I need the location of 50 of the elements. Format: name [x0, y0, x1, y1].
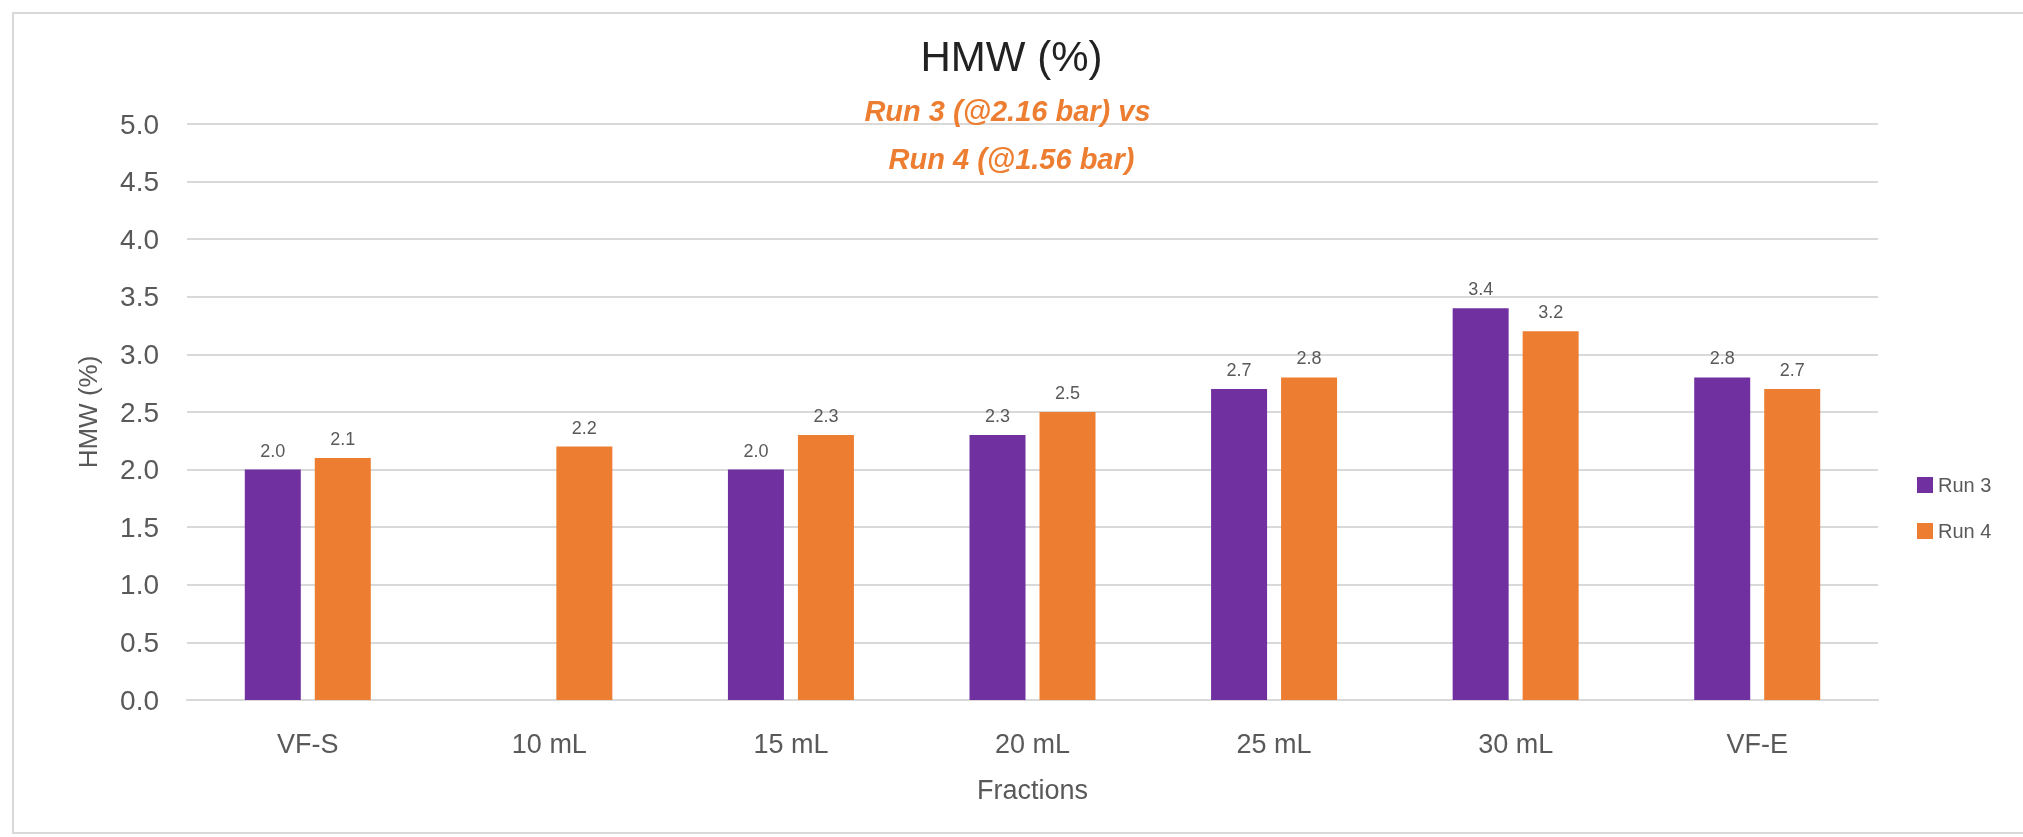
data-label: 2.3: [984, 406, 1011, 427]
y-tick-label: 2.0: [120, 454, 159, 486]
data-label: 2.1: [330, 429, 356, 450]
data-label: 2.0: [743, 440, 769, 461]
x-tick-label: VF-S: [277, 728, 339, 759]
y-axis-title: HMW (%): [73, 355, 103, 469]
y-tick-label: 2.5: [120, 396, 159, 428]
chart-subtitle: Run 3 (@2.16 bar) vs Run 4 (@1.56 bar): [864, 95, 1159, 175]
x-tick-label: 30 mL: [1478, 728, 1554, 759]
bar: [1522, 331, 1579, 700]
bar: [727, 469, 784, 700]
x-tick-label: 25 mL: [1236, 728, 1312, 759]
data-label: 2.2: [571, 417, 597, 438]
legend-label: Run 4: [1938, 520, 1992, 542]
bar: [1694, 377, 1751, 700]
data-label: 3.2: [1538, 302, 1564, 323]
data-label: 2.7: [1226, 359, 1252, 380]
bar: [1039, 412, 1096, 700]
data-label: 3.4: [1468, 279, 1494, 300]
y-tick-label: 4.0: [120, 223, 159, 255]
y-tick-label: 5.0: [120, 108, 159, 140]
legend-label: Run 3: [1938, 474, 1992, 496]
bar: [314, 458, 371, 700]
y-tick-label: 1.0: [120, 569, 159, 601]
data-label: 2.0: [260, 440, 286, 461]
chart-title: HMW (%): [920, 32, 1103, 80]
x-tick-label: 10 mL: [511, 728, 587, 759]
x-axis-title: Fractions: [976, 774, 1089, 805]
data-label: 2.8: [1296, 348, 1322, 369]
data-label: 2.3: [813, 406, 839, 427]
y-tick-label: 3.5: [120, 281, 159, 313]
bar: [1211, 388, 1268, 700]
bar: [244, 469, 301, 700]
y-tick-label: 0.0: [120, 684, 159, 716]
data-label: 2.8: [1709, 348, 1735, 369]
x-tick-label: 20 mL: [994, 728, 1071, 759]
data-label: 2.7: [1779, 359, 1805, 380]
y-tick-label: 0.5: [120, 626, 159, 658]
bar: [1452, 308, 1509, 700]
x-tick-label: 15 mL: [753, 728, 829, 759]
y-tick-label: 3.0: [120, 338, 159, 370]
bar: [1281, 377, 1338, 700]
x-tick-label: VF-E: [1726, 728, 1788, 759]
bar: [1764, 388, 1821, 700]
data-label: 2.5: [1054, 383, 1081, 403]
bar: [797, 435, 854, 700]
bar: [556, 446, 613, 700]
y-tick-label: 1.5: [120, 511, 159, 543]
bar: [969, 435, 1026, 700]
y-tick-label: 4.5: [120, 166, 159, 198]
